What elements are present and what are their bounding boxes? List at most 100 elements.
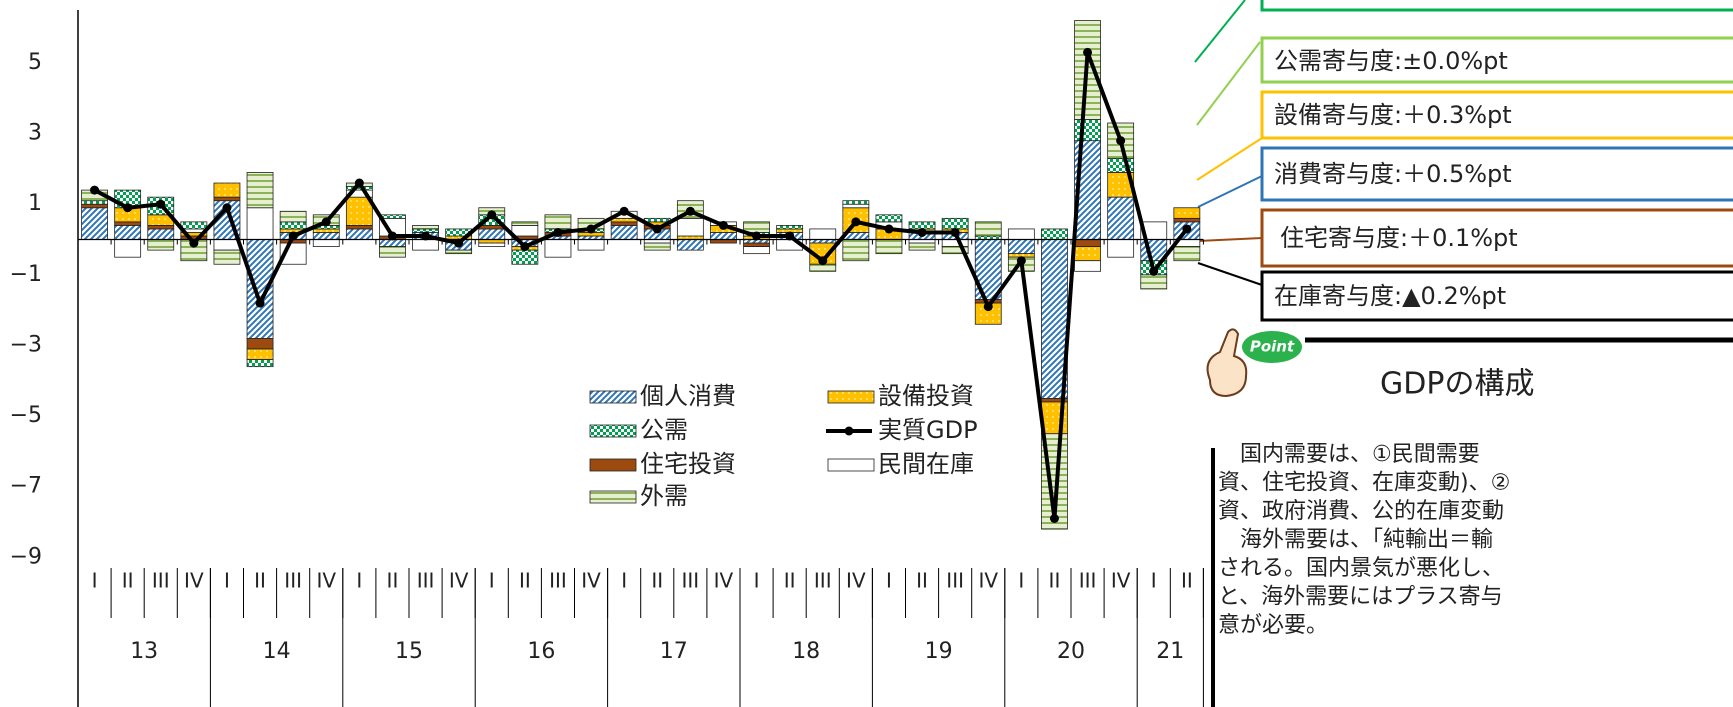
bar-segment <box>246 348 274 360</box>
bar-segment <box>312 232 340 240</box>
bar-segment <box>180 221 208 230</box>
callout-box <box>1260 0 1733 12</box>
x-tick-label: I <box>1151 569 1157 593</box>
callout-text: 消費寄与度:＋0.5%pt <box>1274 160 1512 188</box>
callout-box <box>1260 270 1733 322</box>
x-tick-label: I <box>489 569 495 593</box>
gdp-marker <box>288 231 298 241</box>
bar-segment <box>875 214 903 223</box>
y-tick-label: 5 <box>28 50 42 75</box>
legend-label: 設備投資 <box>878 382 974 410</box>
callout-text: 公需寄与度:±0.0%pt <box>1274 47 1508 75</box>
legend-swatch <box>589 424 637 438</box>
gdp-marker <box>222 203 232 213</box>
gdp-marker <box>950 227 960 237</box>
bar-segment <box>941 217 969 230</box>
x-tick-label: II <box>916 569 928 593</box>
callout-box <box>1260 208 1733 268</box>
x-tick-label: I <box>886 569 892 593</box>
arrow <box>1197 175 1263 208</box>
gdp-marker <box>189 238 199 248</box>
bar-segment <box>445 249 473 255</box>
year-label: 14 <box>263 639 291 664</box>
bar-segment <box>345 228 373 240</box>
bar-segment <box>1107 239 1135 258</box>
bar-segment <box>246 359 274 368</box>
bar-segment <box>908 242 936 251</box>
arrow <box>1196 41 1261 126</box>
year-label: 19 <box>925 639 953 664</box>
bar-segment <box>246 338 274 350</box>
legend-swatch <box>827 458 875 472</box>
bar-segment <box>710 232 737 240</box>
year-label: 16 <box>527 639 555 664</box>
x-tick-label: IV <box>184 569 204 593</box>
bar-segment <box>941 246 969 255</box>
bar-segment <box>743 242 770 247</box>
x-tick-label: III <box>284 569 302 593</box>
year-label: 15 <box>395 639 423 664</box>
bar-segment <box>1140 274 1168 290</box>
bar-segment <box>974 221 1002 237</box>
bar-segment <box>511 221 539 226</box>
year-label: 21 <box>1156 639 1184 664</box>
y-tick-label: −9 <box>10 544 42 569</box>
bar-segment <box>842 203 870 209</box>
x-tick-label: I <box>754 569 760 593</box>
bar-segment <box>610 221 638 226</box>
arrow <box>1197 262 1263 286</box>
bar-segment <box>842 200 870 205</box>
gdp-marker <box>1116 136 1126 146</box>
x-tick-label: III <box>1079 569 1097 593</box>
gdp-marker <box>421 231 431 241</box>
x-tick-label: IV <box>581 569 601 593</box>
bar-segment <box>511 225 539 237</box>
legend-marker <box>844 426 854 436</box>
x-tick-label: IV <box>714 569 734 593</box>
y-tick-label: −7 <box>10 474 42 499</box>
arrow <box>1197 237 1263 242</box>
y-tick-label: −3 <box>10 332 42 357</box>
bar-segment <box>312 228 340 233</box>
legend-swatch <box>827 390 875 404</box>
bar-segment <box>478 228 506 240</box>
gdp-marker <box>321 217 331 227</box>
x-tick-label: II <box>651 569 663 593</box>
bar-segment <box>114 225 142 240</box>
gdp-marker <box>685 206 695 216</box>
bar-segment <box>842 239 870 262</box>
bar-segment <box>1007 228 1035 240</box>
gdp-marker <box>983 302 993 312</box>
bar-segment <box>643 242 671 251</box>
x-tick-label: IV <box>449 569 469 593</box>
x-tick-label: IV <box>1111 569 1131 593</box>
bar-segment <box>246 172 274 209</box>
gdp-marker <box>1016 256 1026 266</box>
bar-segment <box>676 217 704 237</box>
legend-swatch <box>589 458 637 472</box>
x-tick-label: II <box>1181 569 1193 593</box>
legend-label: 公需 <box>640 416 688 444</box>
bar-segment <box>213 196 241 202</box>
gdp-marker <box>1149 266 1159 276</box>
gdp-marker <box>1182 224 1192 234</box>
bar-segment <box>809 263 837 272</box>
gdp-marker <box>752 231 762 241</box>
callout-texts: 公需寄与度:±0.0%pt 設備寄与度:＋0.3%pt 消費寄与度:＋0.5%p… <box>1274 47 1518 310</box>
x-tick-label: IV <box>316 569 336 593</box>
callout-box <box>1260 146 1733 202</box>
gdp-line <box>93 50 1189 521</box>
bar-segment <box>1074 119 1101 142</box>
gdp-marker <box>156 199 166 209</box>
bar-segment <box>246 207 274 240</box>
bar-segment <box>81 200 108 205</box>
bar-segment <box>379 239 406 247</box>
body-text: 資、住宅投資、在庫変動)、② <box>1218 471 1510 496</box>
gdp-marker <box>90 185 100 195</box>
bar-segment <box>610 225 638 240</box>
bar-segment <box>776 225 804 230</box>
y-tick-label: −5 <box>10 403 42 428</box>
bar-segment <box>643 217 671 223</box>
callout-text: 住宅寄与度:＋0.1%pt <box>1280 224 1518 252</box>
